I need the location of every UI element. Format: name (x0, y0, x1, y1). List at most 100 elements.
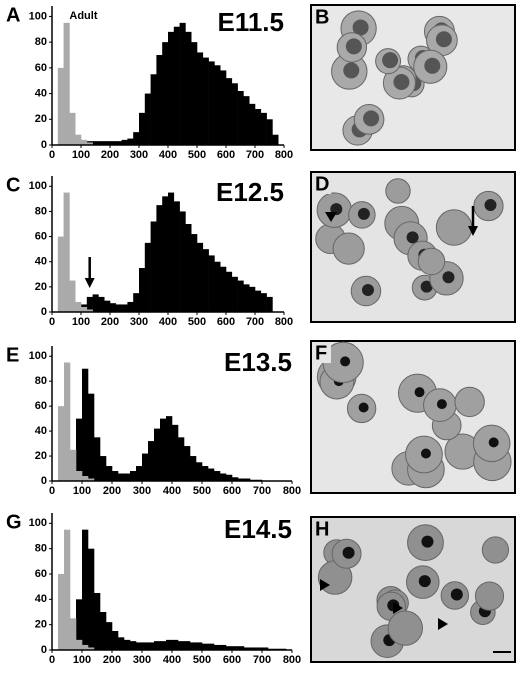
histogram-bar (166, 416, 173, 481)
histogram-bar (197, 52, 204, 145)
x-tick-label: 500 (188, 316, 206, 328)
histogram-bar (136, 466, 143, 481)
histogram-bar (243, 284, 250, 312)
histogram-bar (226, 646, 233, 650)
histogram-bar (127, 301, 134, 312)
histogram-bar (226, 474, 233, 481)
histogram-bar (110, 303, 117, 312)
histogram-bar (58, 406, 65, 481)
nucleus (358, 402, 369, 413)
histogram-bar (70, 618, 77, 650)
histogram-bar (226, 271, 233, 312)
nucleus (414, 387, 425, 398)
x-tick-label: 200 (101, 149, 119, 161)
histogram-bar (168, 192, 175, 312)
y-tick-label: 0 (41, 644, 47, 656)
histogram-bar (250, 647, 257, 650)
arrowhead (393, 602, 403, 614)
histogram-bar (178, 437, 185, 481)
x-tick-label: 400 (159, 316, 177, 328)
histogram-bar (196, 642, 203, 650)
panel-letter: H (315, 518, 329, 540)
nucleus (342, 546, 355, 559)
histogram-bar (255, 290, 262, 312)
x-tick-label: 700 (253, 654, 271, 666)
x-tick-label: 800 (283, 485, 301, 497)
y-tick-label: 40 (35, 593, 47, 605)
nucleus (343, 62, 360, 79)
x-tick-label: 0 (49, 316, 55, 328)
histogram-bar (139, 268, 146, 312)
histogram-bar (178, 641, 185, 650)
x-tick-label: 100 (72, 316, 90, 328)
histogram-bar (100, 456, 107, 481)
histogram-bar (249, 103, 256, 145)
y-tick-label: 80 (35, 36, 47, 48)
histogram-bar (110, 141, 117, 145)
histogram-bar (86, 309, 93, 312)
histogram-bar (202, 57, 209, 146)
chart-title: E12.5 (216, 177, 284, 207)
histogram-bar (255, 109, 262, 145)
histogram-bar (202, 249, 209, 312)
histogram-bar (168, 31, 175, 145)
y-tick-label: 0 (41, 306, 47, 318)
y-tick-label: 80 (35, 375, 47, 387)
histogram-bar (220, 266, 227, 312)
nucleus (361, 283, 374, 296)
histogram-bar (115, 141, 122, 145)
histogram-bar (249, 286, 256, 312)
histogram-bar (184, 446, 191, 481)
y-tick-label: 80 (35, 543, 47, 555)
arrowhead (325, 212, 337, 222)
histogram-bar (162, 196, 169, 312)
y-tick-label: 60 (35, 568, 47, 580)
nucleus (442, 271, 455, 284)
histogram-bar (237, 91, 244, 145)
histogram-bar (130, 471, 137, 481)
annotation: Adult (69, 10, 97, 22)
histogram-bar (133, 132, 140, 145)
histogram-bar (112, 631, 119, 650)
histogram-bar (88, 548, 95, 650)
histogram-bar (148, 642, 155, 650)
histogram-bar (64, 529, 71, 650)
histogram-bar (173, 26, 180, 145)
nucleus (418, 575, 431, 588)
histogram-bar (82, 476, 89, 481)
nucleus (420, 280, 433, 293)
histogram-bar (179, 211, 186, 312)
x-tick-label: 600 (217, 316, 235, 328)
y-tick-label: 100 (29, 517, 47, 529)
cell (332, 232, 365, 265)
histogram-bar (237, 280, 244, 312)
x-tick-label: 400 (159, 149, 177, 161)
histogram-bar (185, 31, 192, 145)
histogram-bar (94, 437, 101, 481)
histogram-bar (191, 234, 198, 312)
histogram-bar (150, 74, 157, 145)
histogram-bar (98, 141, 105, 145)
letter-bg (313, 519, 331, 539)
histogram-bar (142, 453, 149, 481)
y-tick-label: 20 (35, 619, 47, 631)
histogram-bar (63, 22, 70, 145)
histogram-bar (142, 642, 149, 650)
nucleus (488, 437, 499, 448)
x-tick-label: 300 (130, 149, 148, 161)
chart-title: E13.5 (224, 347, 292, 377)
x-tick-label: 200 (101, 316, 119, 328)
histogram-bar (196, 462, 203, 481)
histogram-bar (58, 574, 65, 650)
histogram-bar (86, 142, 93, 145)
histogram-bar (208, 61, 215, 145)
histogram-bar (82, 644, 89, 650)
histogram-bar (63, 192, 70, 312)
histogram-bar (202, 643, 209, 650)
histogram-bar (76, 418, 83, 481)
histogram-bar (118, 473, 125, 481)
histogram-bar (226, 78, 233, 145)
histogram-bar (238, 646, 245, 650)
cell (385, 178, 411, 204)
histogram-bar (57, 236, 64, 312)
